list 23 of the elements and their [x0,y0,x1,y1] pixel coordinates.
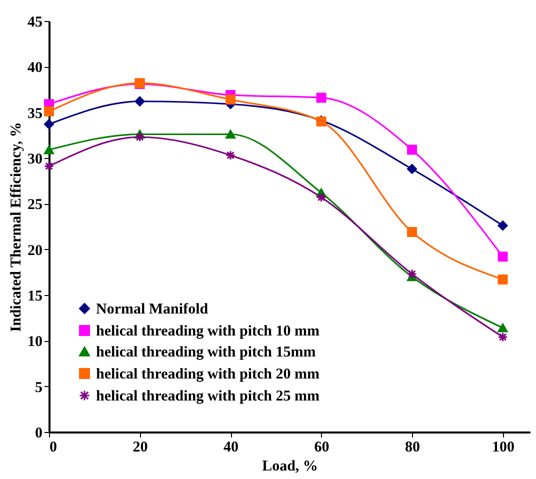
y-tick-label: 30 [28,152,42,168]
legend-label: helical threading with pitch 15mm [96,344,316,360]
y-tick-label: 35 [28,106,42,122]
legend-label: Normal Manifold [96,302,209,318]
y-tick-label: 20 [28,242,42,259]
y-tick-label: 5 [35,380,42,396]
x-axis-title: Load, % [262,458,318,474]
y-tick-label: 0 [35,426,42,442]
x-tick-label: 40 [224,440,239,456]
y-axis-title: Indicated Thermal Efficiency, % [8,122,24,332]
x-tick-label: 60 [314,440,330,456]
x-tick-label: 0 [50,440,57,456]
legend-label: helical threading with pitch 25 mm [96,388,320,404]
y-tick-label: 15 [28,288,42,304]
y-tick-label: 10 [28,334,42,350]
y-tick-label: 25 [28,197,42,214]
x-tick-label: 100 [492,440,515,456]
x-tick-label: 80 [405,440,420,456]
legend-label: helical threading with pitch 10 mm [96,324,320,340]
y-tick-label: 40 [28,60,42,76]
y-tick-label: 45 [28,14,42,30]
legend-label: helical threading with pitch 20 mm [96,366,320,382]
x-tick-label: 20 [132,440,148,456]
